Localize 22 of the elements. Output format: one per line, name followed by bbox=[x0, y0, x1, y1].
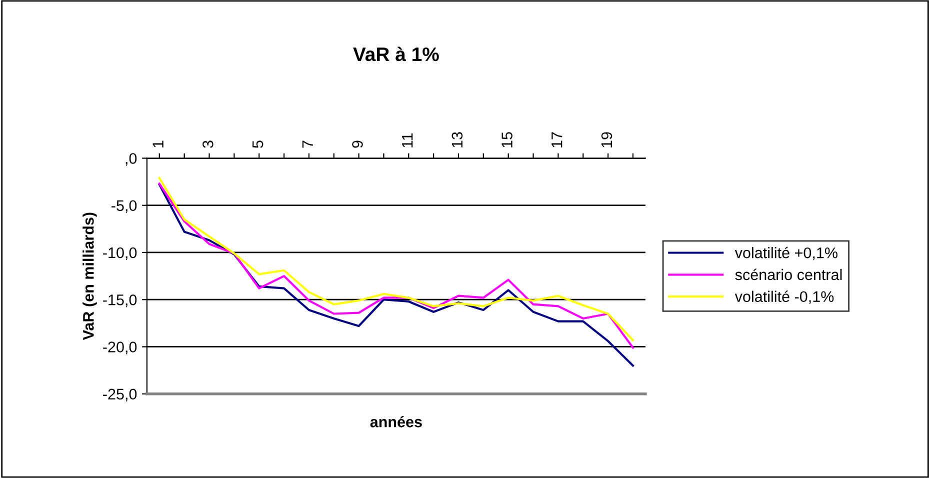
x-tick-label: 1 bbox=[152, 140, 164, 148]
x-axis-title: années bbox=[370, 416, 422, 428]
x-tick-label: 3 bbox=[202, 140, 214, 148]
legend-label: scénario central bbox=[735, 268, 842, 280]
y-tick-label: -10,0 bbox=[103, 247, 137, 260]
chart-title: VaR à 1% bbox=[353, 46, 439, 62]
x-tick-label: 13 bbox=[452, 132, 463, 148]
x-tick-label: 9 bbox=[352, 140, 363, 148]
x-tick-label: 17 bbox=[552, 132, 562, 148]
y-tick-label: -25,0 bbox=[103, 388, 137, 402]
legend-label: volatilité +0,1% bbox=[734, 246, 838, 260]
y-axis-title: VaR (en milliards) bbox=[82, 212, 97, 340]
legend-label: volatilité -0,1% bbox=[734, 290, 834, 304]
y-tick-label: -5,0 bbox=[112, 200, 137, 213]
y-tick-label: -20,0 bbox=[103, 342, 137, 354]
y-tick-label: -15,0 bbox=[103, 294, 137, 308]
x-tick-label: 19 bbox=[601, 132, 612, 148]
x-tick-label: 5 bbox=[252, 140, 264, 148]
y-tick-label: ,0 bbox=[126, 153, 137, 166]
x-tick-label: 15 bbox=[502, 132, 512, 148]
x-tick-label: 7 bbox=[302, 140, 313, 148]
x-tick-label: 11 bbox=[402, 133, 413, 148]
